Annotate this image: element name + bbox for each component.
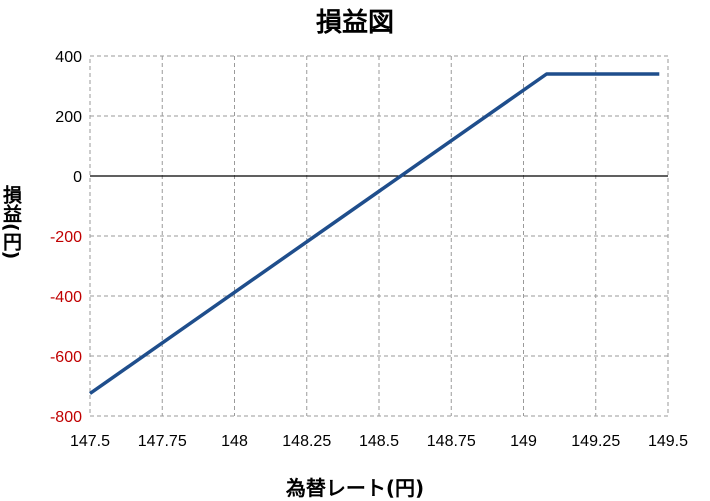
series-layer xyxy=(88,72,660,395)
y-tick-label: 0 xyxy=(73,169,82,186)
y-tick-label: -200 xyxy=(50,229,82,246)
y-tick-label: 200 xyxy=(55,109,82,126)
tick-labels: 147.5 147.75 148 148.25 148.5 148.75 149 149.25… xyxy=(50,49,688,450)
x-tick-label: 148.25 xyxy=(282,433,331,450)
x-tick-label: 147.5 xyxy=(70,433,110,450)
x-tick-label: 149.5 xyxy=(648,433,688,450)
x-tick-label: 147.75 xyxy=(138,433,187,450)
y-tick-label: -600 xyxy=(50,349,82,366)
y-tick-label: 400 xyxy=(55,49,82,66)
x-tick-label: 148.75 xyxy=(427,433,476,450)
x-tick-label: 148.5 xyxy=(359,433,399,450)
y-axis-label: 損益(円) xyxy=(0,185,22,260)
y-tick-label: -800 xyxy=(50,409,82,426)
x-tick-label: 148 xyxy=(221,433,248,450)
chart-title: 損益図 xyxy=(315,8,394,38)
x-axis-label: 為替レート(円) xyxy=(285,476,425,500)
series-line xyxy=(88,72,660,395)
x-tick-label: 149 xyxy=(510,433,537,450)
y-tick-label: -400 xyxy=(50,289,82,306)
x-tick-label: 149.25 xyxy=(571,433,620,450)
grid xyxy=(89,55,669,417)
